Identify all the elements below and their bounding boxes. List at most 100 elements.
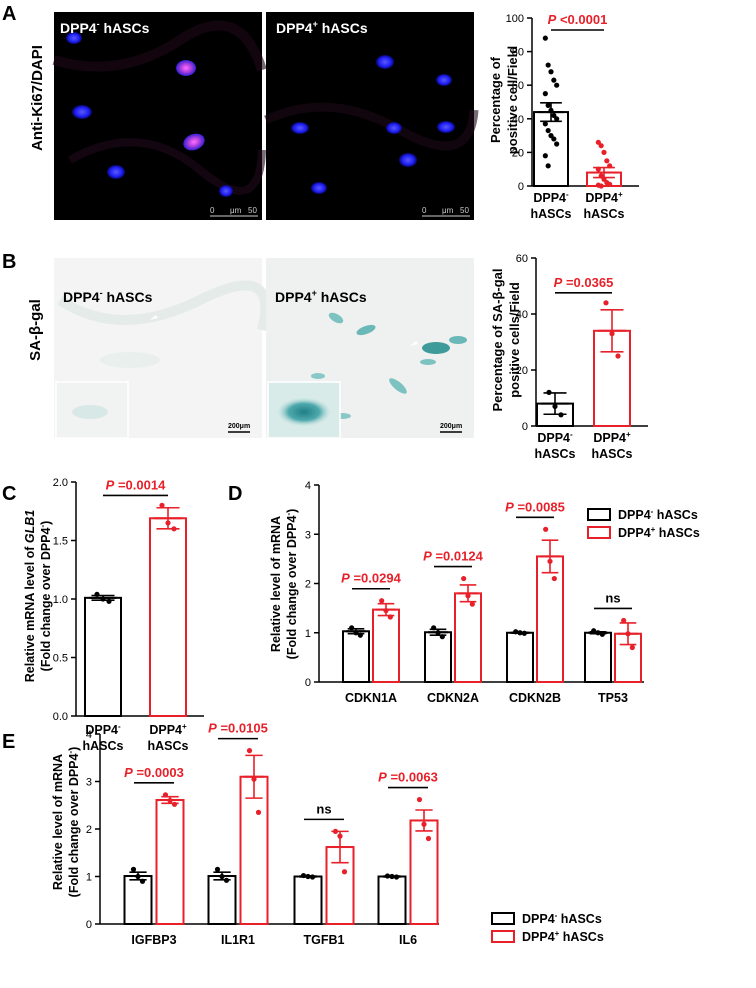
micrograph-b-right-label: DPP4+ hASCs (275, 288, 367, 305)
p-value-label: P =0.0365 (554, 275, 614, 290)
data-point (552, 403, 558, 409)
data-point (615, 353, 621, 359)
y-tick-label: 0 (86, 919, 92, 931)
x-category-label: TP53 (598, 691, 628, 705)
data-point (135, 873, 141, 880)
panel-b-side-label: SA-β-gal (27, 299, 44, 361)
data-point (159, 502, 165, 508)
y-tick-label: 60 (516, 253, 528, 265)
data-point (513, 629, 519, 635)
data-point (357, 632, 363, 638)
y-tick-label: 60 (512, 80, 524, 92)
data-point (139, 878, 146, 884)
y-tick-label: 2 (305, 579, 311, 591)
data-point (421, 821, 427, 827)
data-point (548, 69, 554, 75)
bar (207, 875, 237, 926)
x-category-label: CDKN2A (427, 691, 479, 705)
y-tick-label: 0 (305, 677, 311, 689)
y-tick-label: 1 (305, 628, 311, 640)
data-point (554, 82, 560, 88)
data-point (595, 630, 601, 636)
data-point (300, 872, 307, 879)
micrograph-b-left-label: DPP4- hASCs (63, 288, 153, 305)
chart-a: 0 20 40 60 80 100 DPP4- hASCs DPP4+ hASCs P <0.000… (488, 12, 639, 221)
data-point (219, 873, 225, 880)
data-point (548, 107, 554, 113)
data-point (469, 601, 475, 607)
svg-text:μm: μm (230, 206, 242, 215)
bar (239, 775, 269, 925)
data-point (341, 869, 348, 875)
p-value-label: P =0.0105 (208, 721, 268, 736)
bar (342, 630, 370, 684)
y-tick-label: 4 (305, 480, 311, 492)
svg-text:0: 0 (210, 206, 215, 215)
data-point (393, 874, 400, 880)
y-tick-label: 2.0 (53, 477, 68, 489)
bar (293, 875, 323, 925)
p-value-label: ns (316, 801, 331, 816)
panel-letter-b: B (2, 251, 16, 273)
data-point (100, 596, 106, 602)
data-point (461, 575, 467, 582)
bar (506, 631, 534, 683)
legend-entry: DPP4+ hASCs (618, 525, 700, 540)
data-point (551, 575, 557, 582)
p-value-label: P =0.0124 (423, 549, 483, 564)
data-point (384, 873, 391, 879)
data-point (545, 102, 551, 108)
data-point (389, 873, 395, 880)
micrograph-b-right: 200μm (266, 258, 474, 439)
x-category-label: DPP4+ (593, 430, 631, 445)
y-axis-label: (Fold change over DPP4-) (66, 747, 81, 898)
data-point (551, 136, 557, 142)
chart-b: 0 20 40 60 DPP4- hASCs DPP4+ hASCs P =0.0365 Perc… (490, 253, 648, 461)
p-value-label: P =0.0063 (378, 770, 438, 785)
y-tick-label: 1 (86, 872, 92, 884)
panel-letter-e: E (2, 731, 15, 753)
data-point (517, 630, 523, 636)
bar (533, 111, 569, 187)
x-category-label: IL1R1 (221, 933, 255, 947)
data-point (629, 644, 635, 651)
x-category-label: DPP4- (537, 430, 573, 445)
y-tick-label: 1.0 (53, 594, 68, 606)
x-category-label: hASCs (584, 207, 625, 221)
p-value-label: P =0.0003 (124, 765, 184, 780)
chart-d: 0 1 2 3 4 CDKN1A P =0.0294 CDKN2A P =0.0124 CDKN2… (269, 480, 700, 705)
bar (454, 592, 482, 683)
bar (372, 608, 400, 683)
x-category-label: hASCs (148, 739, 189, 753)
data-point (625, 631, 631, 637)
data-point (609, 331, 615, 337)
data-point (246, 748, 253, 754)
data-point (604, 158, 610, 164)
x-category-label: hASCs (531, 207, 572, 221)
data-point (547, 558, 553, 564)
bar (123, 875, 153, 926)
bar (377, 875, 407, 925)
y-axis-label: Percentage of (488, 56, 503, 143)
scale-bar-a-left: 0 μm 50 (210, 206, 258, 217)
micrograph-a-left-label: DPP4- hASCs (60, 19, 150, 36)
panel-letter-c: C (2, 483, 16, 505)
data-point (305, 873, 311, 880)
y-axis-label: Relative mRNA level of GLB1 (23, 510, 37, 683)
bar (424, 631, 452, 684)
y-tick-label: 80 (512, 47, 524, 59)
micrograph-b-left: 200μm (54, 258, 271, 439)
y-axis-label: Relative level of mRNA (269, 516, 283, 652)
data-point (439, 634, 445, 640)
data-point (465, 593, 471, 599)
legend-entry: DPP4- hASCs (618, 507, 698, 522)
y-axis-label: positive cell/Field (505, 46, 520, 154)
y-tick-label: 100 (506, 13, 524, 25)
bar (536, 555, 564, 683)
bar (584, 631, 612, 683)
svg-text:μm: μm (442, 206, 454, 215)
data-point (621, 617, 627, 624)
data-point (171, 526, 177, 532)
chart-c: 0.0 0.5 1.0 1.5 2.0 DPP4- hASCs DPP4+ hASCs P =0.… (23, 477, 204, 753)
data-point (309, 874, 316, 880)
